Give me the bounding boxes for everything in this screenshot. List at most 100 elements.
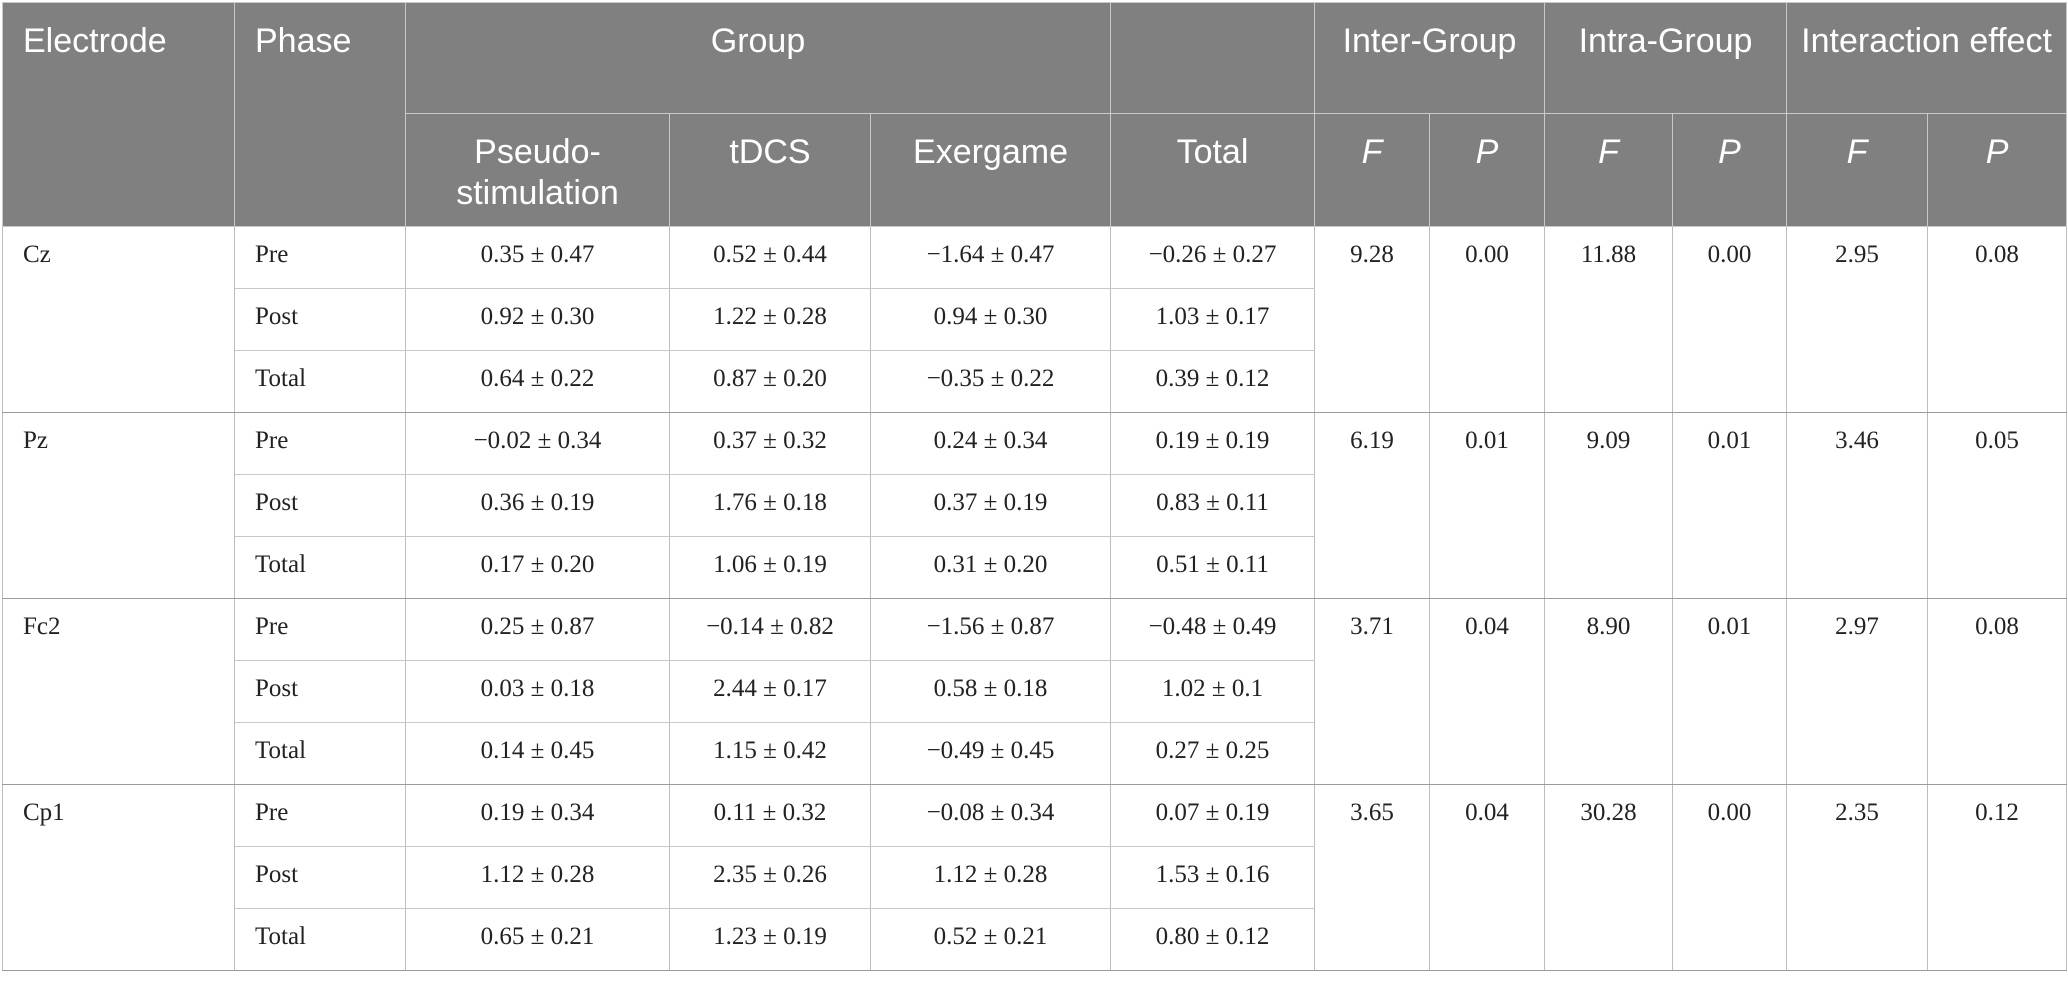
phase-cell: Post	[234, 846, 406, 909]
interaction-f-cell: 3.46	[1786, 412, 1929, 599]
pseudo-cell: −0.02 ± 0.34	[405, 412, 670, 475]
header-intra-p: P	[1672, 113, 1788, 227]
table-row: Cz Pre 0.35 ± 0.47 0.52 ± 0.44 −1.64 ± 0…	[2, 226, 2068, 413]
header-exergame: Exergame	[870, 113, 1111, 227]
exergame-cell: −0.49 ± 0.45	[870, 722, 1111, 785]
exergame-cell: 0.52 ± 0.21	[870, 908, 1111, 971]
exergame-cell: 1.12 ± 0.28	[870, 846, 1111, 909]
exergame-cell: −1.56 ± 0.87	[870, 598, 1111, 661]
tdcs-cell: 0.37 ± 0.32	[669, 412, 871, 475]
tdcs-cell: 1.23 ± 0.19	[669, 908, 871, 971]
interaction-p-cell: 0.12	[1927, 784, 2068, 971]
pseudo-cell: 0.64 ± 0.22	[405, 350, 670, 413]
electrode-cell: Cp1	[2, 784, 235, 971]
pseudo-cell: 1.12 ± 0.28	[405, 846, 670, 909]
electrode-cell: Fc2	[2, 598, 235, 785]
table-row: Total 0.14 ± 0.45 1.15 ± 0.42 −0.49 ± 0.…	[3, 722, 2067, 785]
inter-f-cell: 3.71	[1314, 598, 1430, 785]
total-cell: 1.02 ± 0.1	[1110, 660, 1315, 723]
inter-p-cell: 0.04	[1428, 598, 1546, 785]
header-group: Group	[405, 2, 1111, 114]
intra-p-cell: 0.01	[1672, 598, 1788, 785]
phase-cell: Post	[234, 474, 406, 537]
table-row: Post 1.12 ± 0.28 2.35 ± 0.26 1.12 ± 0.28…	[3, 846, 2067, 909]
header-tdcs: tDCS	[669, 113, 871, 227]
total-cell: 0.27 ± 0.25	[1110, 722, 1315, 785]
pseudo-cell: 0.92 ± 0.30	[405, 288, 670, 351]
inter-f-cell: 9.28	[1314, 226, 1430, 413]
phase-cell: Pre	[234, 784, 406, 847]
inter-f-cell: 3.65	[1314, 784, 1430, 971]
table-row: Fc2 Pre 0.25 ± 0.87 −0.14 ± 0.82 −1.56 ±…	[2, 598, 2068, 785]
tdcs-cell: 1.06 ± 0.19	[669, 536, 871, 599]
pseudo-cell: 0.36 ± 0.19	[405, 474, 670, 537]
table-row: Total 0.65 ± 0.21 1.23 ± 0.19 0.52 ± 0.2…	[3, 908, 2067, 971]
phase-cell: Total	[234, 908, 406, 971]
exergame-cell: −0.35 ± 0.22	[870, 350, 1111, 413]
intra-f-cell: 11.88	[1544, 226, 1674, 413]
table-header: Electrode Phase Group Inter-Group Intra-…	[2, 2, 2068, 227]
total-cell: 1.03 ± 0.17	[1110, 288, 1315, 351]
phase-cell: Total	[234, 536, 406, 599]
exergame-cell: 0.31 ± 0.20	[870, 536, 1111, 599]
total-cell: −0.48 ± 0.49	[1110, 598, 1315, 661]
header-interaction-effect: Interaction effect	[1786, 2, 2068, 114]
pseudo-cell: 0.17 ± 0.20	[405, 536, 670, 599]
interaction-p-cell: 0.08	[1927, 226, 2068, 413]
phase-cell: Total	[234, 350, 406, 413]
tdcs-cell: 1.76 ± 0.18	[669, 474, 871, 537]
header-inter-p: P	[1428, 113, 1546, 227]
exergame-cell: −1.64 ± 0.47	[870, 226, 1111, 289]
inter-p-cell: 0.00	[1428, 226, 1546, 413]
exergame-cell: −0.08 ± 0.34	[870, 784, 1111, 847]
header-pseudo-stimulation: Pseudo-stimulation	[405, 113, 670, 227]
tdcs-cell: 0.11 ± 0.32	[669, 784, 871, 847]
interaction-f-cell: 2.97	[1786, 598, 1929, 785]
pseudo-cell: 0.14 ± 0.45	[405, 722, 670, 785]
inter-p-cell: 0.01	[1428, 412, 1546, 599]
intra-f-cell: 9.09	[1544, 412, 1674, 599]
interaction-f-cell: 2.95	[1786, 226, 1929, 413]
electrode-cell: Pz	[2, 412, 235, 599]
header-intra-f: F	[1544, 113, 1674, 227]
tdcs-cell: −0.14 ± 0.82	[669, 598, 871, 661]
header-electrode: Electrode	[2, 2, 235, 227]
intra-p-cell: 0.01	[1672, 412, 1788, 599]
table-row: Post 0.36 ± 0.19 1.76 ± 0.18 0.37 ± 0.19…	[3, 474, 2067, 537]
total-cell: 0.39 ± 0.12	[1110, 350, 1315, 413]
header-total: Total	[1110, 113, 1315, 227]
total-cell: 0.83 ± 0.11	[1110, 474, 1315, 537]
interaction-p-cell: 0.08	[1927, 598, 2068, 785]
intra-f-cell: 30.28	[1544, 784, 1674, 971]
phase-cell: Total	[234, 722, 406, 785]
phase-cell: Pre	[234, 226, 406, 289]
table-row: Cp1 Pre 0.19 ± 0.34 0.11 ± 0.32 −0.08 ± …	[2, 784, 2068, 971]
exergame-cell: 0.24 ± 0.34	[870, 412, 1111, 475]
tdcs-cell: 2.35 ± 0.26	[669, 846, 871, 909]
header-inter-group: Inter-Group	[1313, 2, 1546, 114]
phase-cell: Post	[234, 288, 406, 351]
header-phase: Phase	[234, 2, 406, 227]
exergame-cell: 0.58 ± 0.18	[870, 660, 1111, 723]
header-inter-f: F	[1314, 113, 1430, 227]
phase-cell: Post	[234, 660, 406, 723]
header-blank	[1110, 2, 1315, 114]
table-row: Total 0.64 ± 0.22 0.87 ± 0.20 −0.35 ± 0.…	[3, 350, 2067, 413]
tdcs-cell: 1.15 ± 0.42	[669, 722, 871, 785]
phase-cell: Pre	[234, 598, 406, 661]
total-cell: 1.53 ± 0.16	[1110, 846, 1315, 909]
table-body: Cz Pre 0.35 ± 0.47 0.52 ± 0.44 −1.64 ± 0…	[2, 226, 2068, 971]
exergame-cell: 0.37 ± 0.19	[870, 474, 1111, 537]
tdcs-cell: 0.87 ± 0.20	[669, 350, 871, 413]
tdcs-cell: 0.52 ± 0.44	[669, 226, 871, 289]
pseudo-cell: 0.03 ± 0.18	[405, 660, 670, 723]
intra-p-cell: 0.00	[1672, 784, 1788, 971]
header-intra-group: Intra-Group	[1544, 2, 1788, 114]
pseudo-cell: 0.35 ± 0.47	[405, 226, 670, 289]
table-row: Post 0.92 ± 0.30 1.22 ± 0.28 0.94 ± 0.30…	[3, 288, 2067, 351]
pseudo-cell: 0.19 ± 0.34	[405, 784, 670, 847]
total-cell: 0.51 ± 0.11	[1110, 536, 1315, 599]
table-row: Total 0.17 ± 0.20 1.06 ± 0.19 0.31 ± 0.2…	[3, 536, 2067, 599]
interaction-p-cell: 0.05	[1927, 412, 2068, 599]
